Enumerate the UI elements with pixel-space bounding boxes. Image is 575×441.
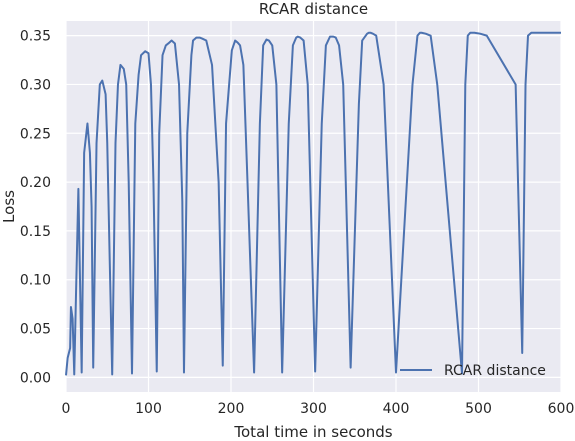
y-tick-label: 0.10	[20, 273, 51, 289]
y-tick-label: 0.35	[20, 29, 51, 45]
y-tick-label: 0.20	[20, 175, 51, 191]
x-tick-label: 0	[62, 401, 71, 417]
x-tick-label: 200	[218, 401, 245, 417]
y-tick-label: 0.00	[20, 370, 51, 386]
x-tick-labels: 0 100 200 300 400 500 600	[62, 401, 575, 417]
y-tick-label: 0.30	[20, 77, 51, 93]
x-tick-label: 500	[465, 401, 492, 417]
legend: RCAR distance	[400, 363, 546, 379]
x-tick-label: 400	[383, 401, 410, 417]
x-tick-label: 300	[300, 401, 327, 417]
x-tick-label: 100	[135, 401, 162, 417]
chart-title: RCAR distance	[259, 0, 368, 18]
y-tick-labels: 0.00 0.05 0.10 0.15 0.20 0.25 0.30 0.35	[20, 29, 51, 387]
x-tick-label: 600	[548, 401, 575, 417]
series-line	[65, 31, 561, 376]
series-layer	[65, 31, 561, 376]
y-tick-label: 0.25	[20, 126, 51, 142]
y-tick-label: 0.05	[20, 322, 51, 338]
y-axis-label: Loss	[0, 190, 18, 223]
x-axis-label: Total time in seconds	[233, 423, 392, 441]
legend-label: RCAR distance	[444, 363, 546, 379]
y-tick-label: 0.15	[20, 224, 51, 240]
